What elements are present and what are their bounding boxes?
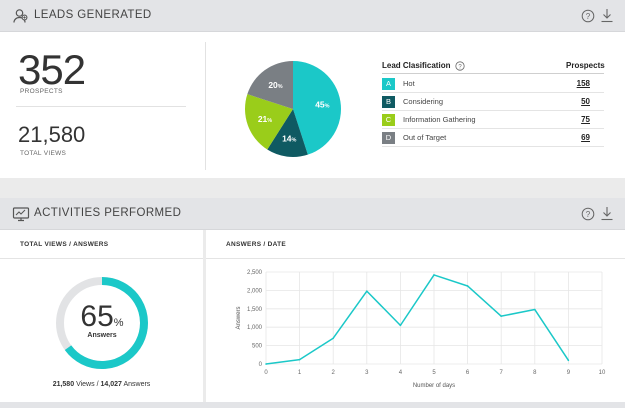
answers-percent: 65% (55, 300, 149, 334)
answers-data-point[interactable] (534, 308, 536, 311)
answers-donut (56, 277, 148, 369)
x-tick-label: 0 (264, 370, 268, 376)
leads-panel: 352 PROSPECTS 21,580 TOTAL VIEWS 45% 14% 2… (0, 32, 625, 178)
answers-percent-unit: % (113, 317, 124, 329)
svg-text:?: ? (458, 64, 462, 70)
answers-line-chart: 0 500 1,000 1,500 2,000 2,500 0 1 2 3 4 5 6 7 8 9 10 Numb… (236, 270, 606, 389)
x-tick-label: 4 (399, 370, 403, 376)
footer-strip (0, 402, 625, 408)
y-tick-label: 2,000 (247, 288, 263, 294)
answers-percent-value: 65 (80, 300, 114, 333)
y-axis-label: Answers (236, 306, 242, 329)
pie-slice-label: 45% (315, 99, 329, 109)
download-icon[interactable] (600, 8, 614, 23)
legend-name: Hot (403, 79, 415, 88)
legend-row-considering: B Considering 50 (382, 93, 604, 111)
pie-slice-label: 14% (282, 134, 296, 144)
total-views-label: TOTAL VIEWS (20, 150, 67, 157)
legend-title: Lead Clasification (382, 61, 451, 70)
legend-value-link[interactable]: 158 (576, 79, 590, 88)
total-views-count: 21,580 (18, 122, 86, 147)
svg-text:?: ? (586, 210, 591, 219)
answers-data-point[interactable] (366, 290, 368, 292)
badge-b: B (382, 96, 395, 108)
answers-data-point[interactable] (466, 285, 469, 287)
legend-name: Information Gathering (403, 115, 476, 124)
legend-name: Considering (403, 97, 444, 106)
views-answers-caption: 21,580 Views / 14,027 Answers (0, 381, 203, 388)
x-axis-label: Number of days (413, 383, 455, 389)
answers-data-point[interactable] (265, 363, 267, 365)
answers-data-point[interactable] (433, 274, 435, 276)
stat-divider (16, 106, 186, 107)
prospects-label: PROSPECTS (20, 88, 63, 95)
activities-title: ACTIVITIES PERFORMED (34, 207, 182, 219)
legend-value-link[interactable]: 50 (581, 97, 590, 106)
badge-c: C (382, 114, 395, 126)
donut-progress-arc (64, 277, 148, 369)
answers-data-point[interactable] (298, 358, 301, 361)
people-icon (13, 9, 28, 23)
legend-header-line (382, 73, 604, 74)
panel-divider (0, 258, 203, 259)
legend-row-hot: A Hot 158 (382, 75, 604, 93)
x-tick-label: 6 (466, 370, 470, 376)
answers-data-point[interactable] (399, 324, 402, 327)
answers-date-panel: ANSWERS / DATE 0 500 1,000 1,500 2,000 2,500 0… (206, 230, 625, 402)
x-tick-label: 3 (365, 370, 369, 376)
legend-row-information-gathering: C Information Gathering 75 (382, 111, 604, 129)
legend-prospects-header: Prospects (566, 61, 605, 70)
answers-date-title: ANSWERS / DATE (226, 241, 287, 248)
x-tick-label: 7 (500, 370, 504, 376)
help-circle-icon[interactable]: ? (455, 61, 465, 71)
pie-slice-label: 20% (268, 80, 282, 90)
activities-header: ACTIVITIES PERFORMED ? (0, 198, 625, 230)
panel-divider (206, 258, 625, 259)
x-tick-label: 2 (332, 370, 336, 376)
pie-slice-label: 21% (258, 114, 272, 124)
pie-slice[interactable] (245, 94, 293, 150)
legend-value-link[interactable]: 75 (581, 115, 590, 124)
pie-slice[interactable] (267, 109, 308, 157)
pie-slice[interactable] (293, 61, 341, 155)
answers-data-point[interactable] (500, 315, 503, 317)
caption-answers-word: Answers (123, 381, 151, 388)
badge-a: A (382, 78, 395, 90)
badge-d: D (382, 132, 395, 144)
views-answers-panel: TOTAL VIEWS / ANSWERS 65% Answers 21,580… (0, 230, 203, 402)
x-tick-label: 10 (599, 370, 606, 376)
y-tick-label: 500 (252, 344, 263, 350)
answers-data-point[interactable] (567, 359, 570, 362)
legend-row-out-of-target: D Out of Target 69 (382, 129, 604, 147)
x-tick-label: 5 (432, 370, 436, 376)
leads-title: LEADS GENERATED (34, 9, 152, 21)
caption-views-word: Views (76, 381, 95, 388)
x-tick-label: 8 (533, 370, 537, 376)
help-circle-icon[interactable]: ? (581, 207, 595, 221)
monitor-icon (12, 207, 30, 222)
leads-header: LEADS GENERATED ? (0, 0, 625, 32)
prospects-count: 352 (18, 46, 86, 93)
answers-series-line (265, 274, 570, 365)
legend-name: Out of Target (403, 133, 447, 142)
svg-text:?: ? (586, 12, 591, 21)
x-tick-label: 9 (567, 370, 571, 376)
x-tick-label: 1 (298, 370, 302, 376)
legend-value-link[interactable]: 69 (581, 133, 590, 142)
help-circle-icon[interactable]: ? (581, 9, 595, 23)
caption-views: 21,580 (52, 381, 75, 388)
views-answers-title: TOTAL VIEWS / ANSWERS (20, 241, 109, 248)
y-tick-label: 0 (259, 362, 263, 368)
y-tick-label: 2,500 (247, 270, 263, 276)
answers-data-point[interactable] (332, 337, 334, 340)
download-icon[interactable] (600, 206, 614, 221)
y-tick-label: 1,500 (247, 307, 263, 313)
y-tick-label: 1,000 (247, 325, 263, 331)
caption-separator: / (96, 381, 99, 388)
vertical-divider (205, 42, 206, 170)
lead-pie-chart: 45% 14% 21% 20% (245, 61, 341, 157)
answers-percent-label: Answers (87, 332, 117, 339)
pie-slice[interactable] (247, 61, 293, 109)
caption-answers: 14,027 (100, 381, 122, 388)
